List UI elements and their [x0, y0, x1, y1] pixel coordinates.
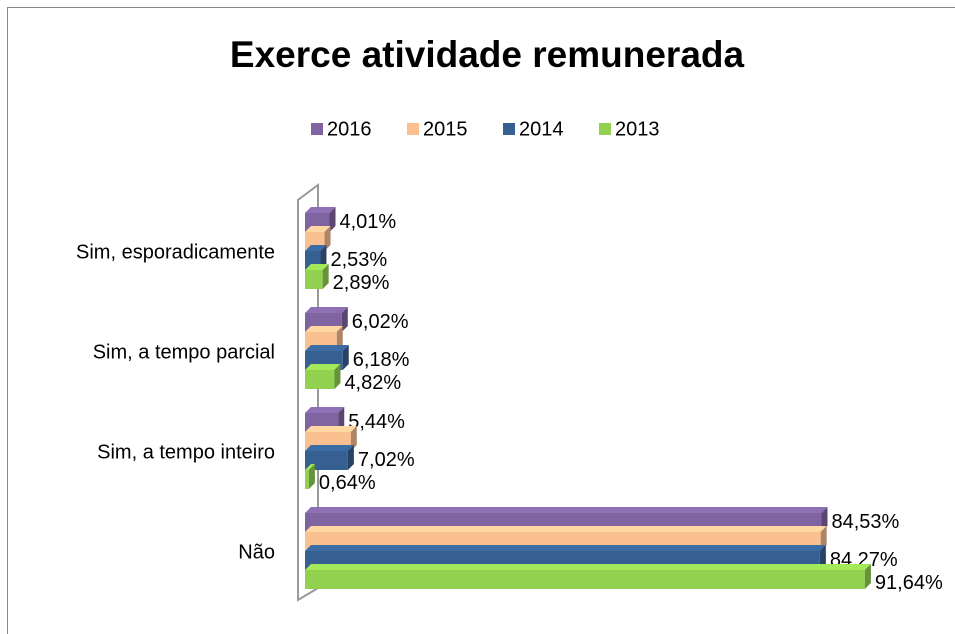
bar-top [305, 426, 357, 432]
bar-top [305, 226, 331, 232]
bar-top [305, 264, 329, 270]
bar-side [308, 464, 315, 489]
bar-top [305, 407, 345, 413]
bar-top [305, 564, 871, 570]
category-label: Não [238, 541, 275, 563]
bar-side [350, 426, 357, 451]
bar-side [341, 307, 348, 332]
value-label: 4,82% [344, 372, 401, 394]
bar-top [305, 507, 828, 513]
bar-side [324, 226, 331, 251]
value-label: 7,02% [358, 449, 415, 471]
value-label: 5,44% [348, 411, 405, 433]
value-label: 4,01% [340, 211, 397, 233]
bar-side [334, 364, 341, 389]
bar [305, 364, 341, 389]
value-label: 2,53% [330, 249, 387, 271]
legend-swatch [503, 123, 515, 135]
legend-swatch [311, 123, 323, 135]
value-label: 2,89% [333, 272, 390, 294]
legend-swatch [599, 123, 611, 135]
bar-front [305, 570, 865, 589]
bar-side [820, 526, 827, 551]
legend-label: 2016 [327, 118, 372, 140]
bar-side [320, 245, 327, 270]
bar-top [305, 345, 349, 351]
category-label: Sim, esporadicamente [76, 241, 275, 263]
bar-top [305, 207, 336, 213]
chart-title: Exerce atividade remunerada [230, 34, 745, 75]
bar-top [305, 545, 826, 551]
bar-side [819, 545, 826, 570]
category-label: Sim, a tempo parcial [93, 341, 275, 363]
value-label: 0,64% [319, 472, 376, 494]
bar-top [305, 445, 354, 451]
legend-label: 2015 [423, 118, 468, 140]
bar-side [347, 445, 354, 470]
bar-side [338, 407, 345, 432]
bar-side [336, 326, 343, 351]
bar [305, 464, 315, 489]
bar-top [305, 245, 327, 251]
bar-front [305, 270, 323, 289]
value-label: 84,53% [831, 511, 899, 533]
bar-front [305, 470, 309, 489]
category-label: Sim, a tempo inteiro [97, 441, 275, 463]
bar [305, 564, 871, 589]
bar-top [305, 326, 343, 332]
legend-label: 2014 [519, 118, 564, 140]
bar-side [322, 264, 329, 289]
value-label: 6,18% [353, 349, 410, 371]
bar-top [305, 307, 348, 313]
bar [305, 264, 329, 289]
value-label: 91,64% [875, 572, 943, 594]
legend-label: 2013 [615, 118, 660, 140]
bar-side [864, 564, 871, 589]
value-label: 6,02% [352, 311, 409, 333]
legend-swatch [407, 123, 419, 135]
bar-side [329, 207, 336, 232]
bar-top [305, 364, 341, 370]
bar-front [305, 370, 335, 389]
bar-side [821, 507, 828, 532]
bar-side [342, 345, 349, 370]
bar [305, 445, 354, 470]
bar-top [305, 464, 315, 470]
bar-top [305, 526, 827, 532]
bar-front [305, 451, 348, 470]
